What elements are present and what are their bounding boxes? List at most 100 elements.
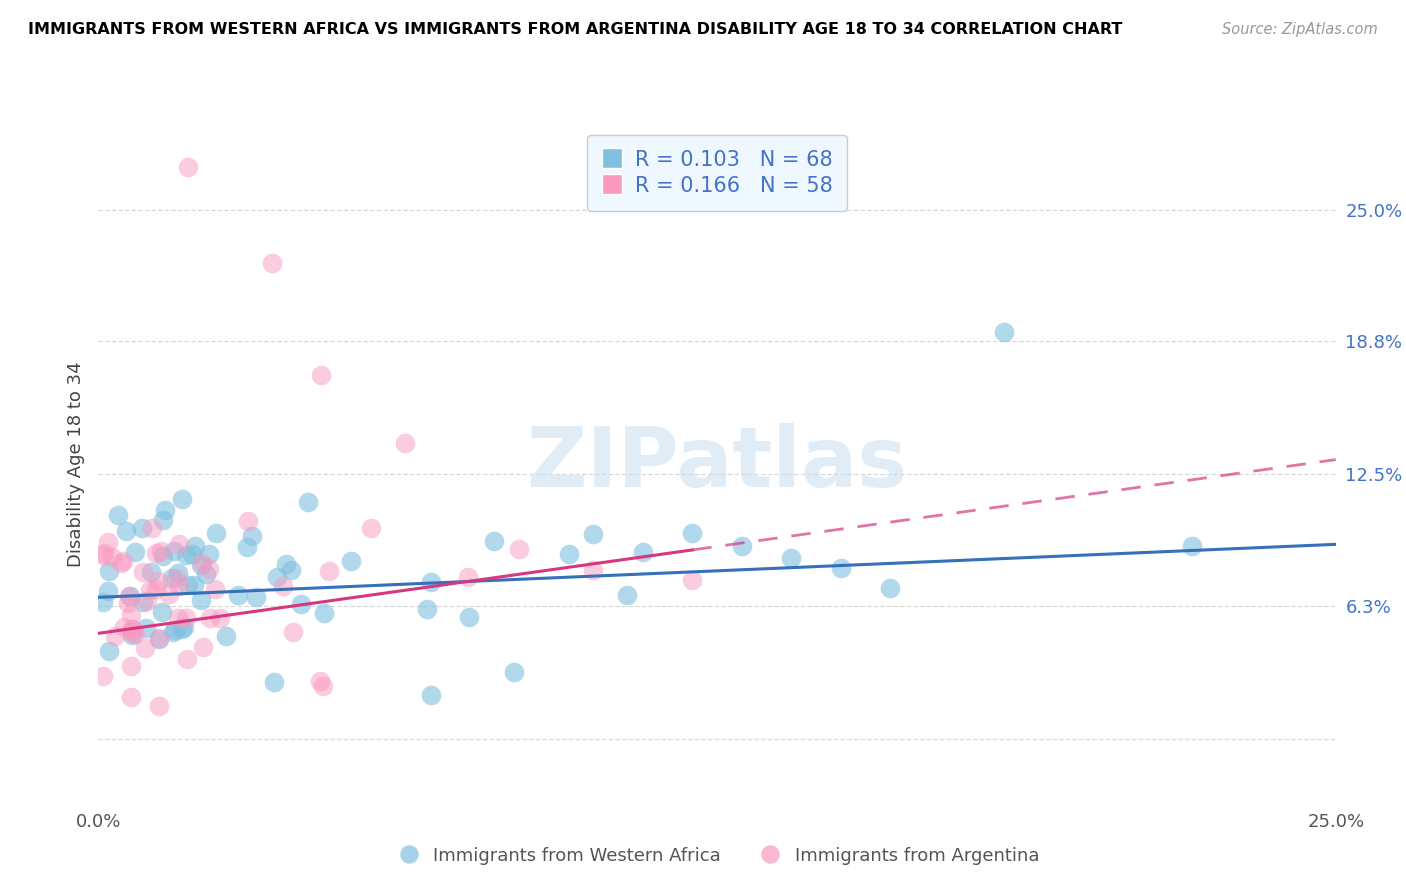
Point <box>110 556 132 570</box>
Point <box>419 688 441 702</box>
Point <box>457 570 479 584</box>
Point <box>508 541 530 556</box>
Point <box>148 631 170 645</box>
Point <box>183 577 205 591</box>
Legend: Immigrants from Western Africa, Immigrants from Argentina: Immigrants from Western Africa, Immigran… <box>388 839 1046 871</box>
Point <box>118 589 141 603</box>
Point <box>167 566 190 581</box>
Point <box>177 578 200 592</box>
Point <box>121 622 143 636</box>
Point <box>503 665 526 680</box>
Point <box>176 651 198 665</box>
Point <box>731 539 754 553</box>
Point <box>280 563 302 577</box>
Point <box>104 629 127 643</box>
Point <box>170 492 193 507</box>
Text: Source: ZipAtlas.com: Source: ZipAtlas.com <box>1222 22 1378 37</box>
Point <box>157 587 180 601</box>
Point <box>681 525 703 540</box>
Point <box>131 521 153 535</box>
Point <box>120 589 142 603</box>
Point <box>107 508 129 523</box>
Point <box>134 621 156 635</box>
Point <box>184 539 207 553</box>
Point <box>132 565 155 579</box>
Point <box>170 623 193 637</box>
Point <box>198 611 221 625</box>
Point <box>879 582 901 596</box>
Point <box>163 544 186 558</box>
Text: IMMIGRANTS FROM WESTERN AFRICA VS IMMIGRANTS FROM ARGENTINA DISABILITY AGE 18 TO: IMMIGRANTS FROM WESTERN AFRICA VS IMMIGR… <box>28 22 1122 37</box>
Point <box>167 579 190 593</box>
Point <box>121 622 143 636</box>
Point <box>93 595 115 609</box>
Point <box>191 556 214 570</box>
Point <box>132 595 155 609</box>
Point <box>420 575 443 590</box>
Point <box>780 551 803 566</box>
Point <box>174 548 197 562</box>
Point <box>240 529 263 543</box>
Point <box>1181 540 1204 554</box>
Point <box>124 545 146 559</box>
Point <box>360 521 382 535</box>
Point <box>97 644 120 658</box>
Point <box>112 554 135 568</box>
Point <box>148 632 170 647</box>
Point <box>631 545 654 559</box>
Text: ZIPatlas: ZIPatlas <box>527 424 907 504</box>
Point <box>153 502 176 516</box>
Point <box>117 596 139 610</box>
Point <box>120 624 142 639</box>
Point <box>145 545 167 559</box>
Point <box>181 547 204 561</box>
Point <box>190 558 212 573</box>
Point <box>484 534 506 549</box>
Point <box>415 601 437 615</box>
Point <box>245 590 267 604</box>
Point <box>169 537 191 551</box>
Point <box>198 562 221 576</box>
Point <box>309 368 332 382</box>
Point <box>152 549 174 564</box>
Point <box>136 594 159 608</box>
Point <box>214 629 236 643</box>
Point <box>557 547 579 561</box>
Point <box>339 554 361 568</box>
Point <box>830 561 852 575</box>
Point <box>226 588 249 602</box>
Point <box>209 610 232 624</box>
Point <box>290 597 312 611</box>
Point <box>139 582 162 597</box>
Point <box>93 546 115 560</box>
Point <box>458 609 481 624</box>
Point <box>98 564 121 578</box>
Point <box>141 520 163 534</box>
Point <box>260 255 283 269</box>
Point <box>263 674 285 689</box>
Point <box>204 582 226 597</box>
Point <box>120 690 142 704</box>
Point <box>308 673 330 688</box>
Point <box>120 607 142 622</box>
Point <box>394 435 416 450</box>
Point <box>197 547 219 561</box>
Point <box>176 161 198 175</box>
Point <box>150 543 173 558</box>
Point <box>162 571 184 585</box>
Point <box>194 567 217 582</box>
Point <box>93 548 115 562</box>
Point <box>174 611 197 625</box>
Y-axis label: Disability Age 18 to 34: Disability Age 18 to 34 <box>66 361 84 566</box>
Point <box>148 699 170 714</box>
Point <box>274 558 297 572</box>
Point <box>582 563 605 577</box>
Point <box>193 640 215 655</box>
Point <box>993 326 1015 340</box>
Point <box>283 625 305 640</box>
Point <box>165 572 187 586</box>
Point <box>236 540 259 554</box>
Point <box>190 593 212 607</box>
Point <box>681 574 703 588</box>
Point <box>205 526 228 541</box>
